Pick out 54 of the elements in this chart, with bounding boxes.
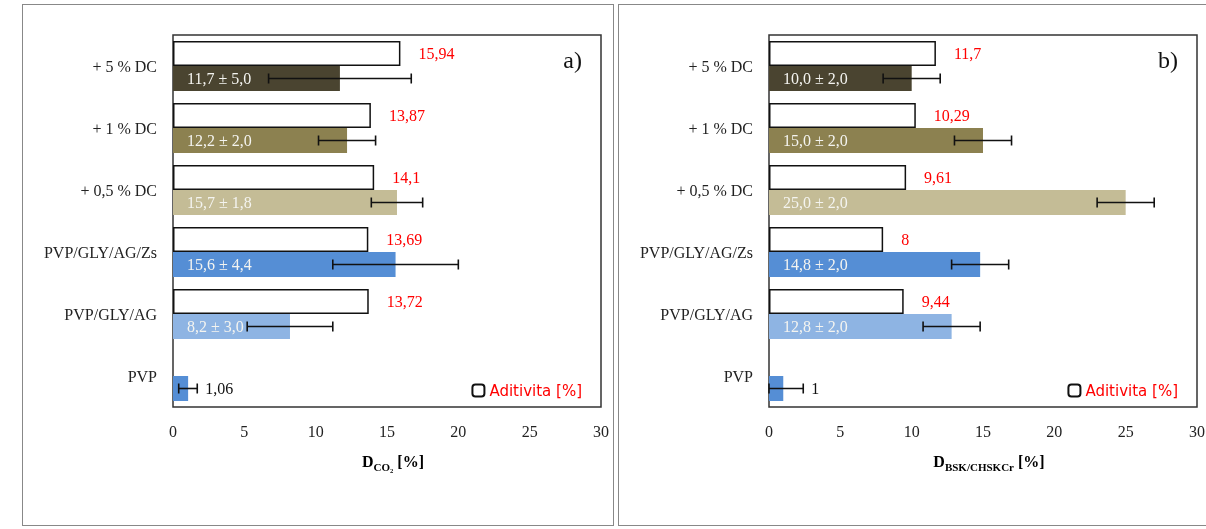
x-tick-label: 15 — [975, 422, 991, 440]
x-tick-label: 10 — [307, 422, 324, 440]
data-label: 10,29 — [933, 107, 970, 124]
x-tick-label: 30 — [593, 422, 609, 440]
data-label: 13,87 — [388, 107, 425, 124]
data-label: 14,8 ± 2,0 — [783, 256, 848, 273]
y-tick-label: PVP — [127, 367, 158, 385]
x-axis-title: D$_{BSK/CHSK}$$_{Cr}$ [%] — [932, 453, 1046, 474]
x-tick-label: 5 — [836, 422, 845, 440]
data-label: 25,0 ± 2,0 — [783, 194, 848, 211]
y-tick-label: + 0,5 % DC — [676, 181, 753, 199]
y-tick-label: PVP/GLY/AG — [660, 305, 754, 323]
data-label: 13,69 — [386, 231, 423, 248]
data-label: 8 — [901, 231, 910, 248]
x-tick-label: 30 — [1189, 422, 1205, 440]
x-tick-label: 20 — [1046, 422, 1063, 440]
y-tick-label: + 0,5 % DC — [80, 181, 157, 199]
x-tick-label: 15 — [379, 422, 395, 440]
data-label: 1 — [811, 380, 820, 397]
legend-label: Aditivita [%] — [1085, 381, 1178, 400]
x-axis-title: D$_{CO₂}$ [%] — [361, 453, 425, 474]
data-label: 11,7 — [953, 45, 982, 62]
data-label: 1,06 — [205, 380, 234, 397]
data-label: 8,2 ± 3,0 — [187, 318, 244, 335]
x-tick-label: 10 — [903, 422, 920, 440]
y-tick-label: PVP/GLY/AG/Zs — [43, 243, 157, 261]
text: a) — [563, 47, 583, 73]
y-tick-label: + 1 % DC — [688, 119, 753, 137]
data-label: 15,6 ± 4,4 — [187, 256, 252, 273]
data-label: 13,72 — [386, 293, 423, 310]
data-label: 15,94 — [418, 45, 455, 62]
data-label: 14,1 — [392, 169, 421, 186]
y-tick-label: + 5 % DC — [92, 57, 157, 75]
data-label: 12,8 ± 2,0 — [783, 318, 848, 335]
y-tick-label: + 1 % DC — [92, 119, 157, 137]
data-label: 12,2 ± 2,0 — [187, 132, 252, 149]
x-tick-label: 20 — [450, 422, 467, 440]
x-tick-label: 0 — [169, 422, 177, 440]
data-label: 15,0 ± 2,0 — [783, 132, 848, 149]
data-label: 15,7 ± 1,8 — [187, 194, 252, 211]
data-label: 9,61 — [924, 169, 953, 186]
x-tick-label: 25 — [1117, 422, 1134, 440]
y-tick-label: PVP/GLY/AG/Zs — [639, 243, 753, 261]
y-tick-label: PVP — [723, 367, 754, 385]
x-tick-label: 5 — [240, 422, 249, 440]
data-label: 10,0 ± 2,0 — [783, 70, 848, 87]
data-label: 11,7 ± 5,0 — [187, 70, 252, 87]
y-tick-label: PVP/GLY/AG — [64, 305, 158, 323]
legend-label: Aditivita [%] — [489, 381, 582, 400]
data-label: 9,44 — [921, 293, 950, 310]
y-tick-label: + 5 % DC — [688, 57, 753, 75]
x-tick-label: 25 — [521, 422, 538, 440]
text: b) — [1158, 47, 1179, 73]
x-tick-label: 0 — [765, 422, 773, 440]
